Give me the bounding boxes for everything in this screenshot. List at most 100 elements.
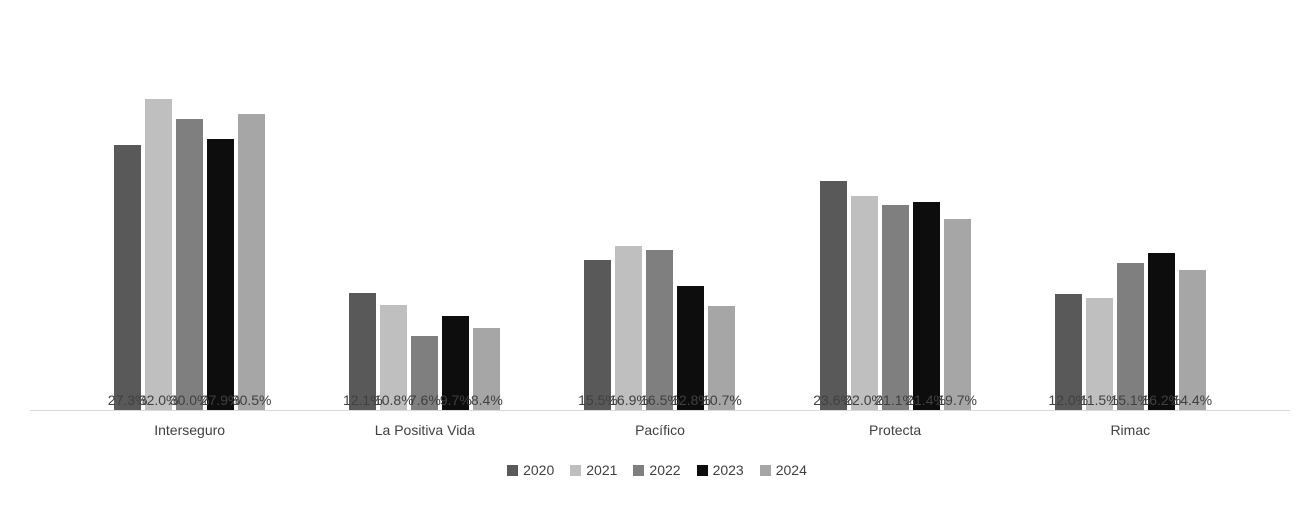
bar-wrap: 11.5% bbox=[1080, 80, 1119, 410]
bar-wrap: 23.6% bbox=[813, 80, 853, 410]
bar-wrap: 21.1% bbox=[875, 80, 915, 410]
bar-value-label: 22.0% bbox=[844, 392, 884, 408]
legend-swatch-icon bbox=[570, 464, 582, 476]
category-label: Protecta bbox=[869, 422, 922, 438]
bar-wrap: 16.2% bbox=[1141, 80, 1181, 410]
bar-value-label: 32.0% bbox=[138, 392, 179, 408]
bar-group-1: 12.1% 10.8% 7.6% 9.7% 8.4% La Positiva Vida bbox=[343, 80, 503, 438]
bar-wrap: 12.1% bbox=[343, 80, 383, 410]
bar-wrap: 15.1% bbox=[1110, 80, 1150, 410]
category-label: Pacífico bbox=[635, 422, 685, 438]
legend-item-2023: 2023 bbox=[696, 462, 744, 478]
bars-row: 15.5% 16.9% 16.5% 12.8% 10.7% bbox=[578, 80, 742, 410]
legend-label: 2020 bbox=[523, 462, 555, 478]
bar-series-2021 bbox=[145, 99, 173, 410]
bars-row: 23.6% 22.0% 21.1% 21.4% 19.7% bbox=[813, 80, 977, 410]
bar-value-label: 16.5% bbox=[640, 392, 680, 408]
bar-value-label: 15.5% bbox=[578, 392, 618, 408]
bar-series-2023 bbox=[912, 202, 940, 410]
legend-swatch-icon bbox=[696, 464, 708, 476]
bar-value-label: 11.5% bbox=[1079, 392, 1119, 408]
bar-value-label: 7.6% bbox=[408, 392, 441, 408]
legend-swatch-icon bbox=[633, 464, 645, 476]
bar-series-2020 bbox=[819, 181, 847, 410]
bar-value-label: 15.1% bbox=[1110, 392, 1151, 408]
category-label: Rimac bbox=[1110, 422, 1151, 438]
legend-item-2020: 2020 bbox=[507, 462, 554, 478]
bar-series-2023 bbox=[1147, 253, 1175, 410]
bar-wrap: 16.9% bbox=[609, 80, 649, 410]
bar-series-2021 bbox=[380, 305, 408, 410]
bar-value-label: 9.7% bbox=[439, 392, 472, 408]
bar-value-label: 27.3% bbox=[107, 392, 148, 408]
bar-value-label: 8.4% bbox=[470, 392, 503, 408]
bar-wrap: 22.0% bbox=[844, 80, 884, 410]
legend-swatch-icon bbox=[759, 464, 771, 476]
bar-series-2020 bbox=[349, 293, 377, 410]
bar-wrap: 14.4% bbox=[1172, 80, 1212, 410]
bar-series-2022 bbox=[881, 205, 909, 410]
bar-value-label: 12.0% bbox=[1048, 392, 1089, 408]
bar-value-label: 10.8% bbox=[373, 392, 414, 408]
bar-wrap: 27.9% bbox=[201, 80, 241, 410]
bar-series-2023 bbox=[207, 139, 235, 410]
bar-series-2020 bbox=[1054, 294, 1082, 410]
category-label: La Positiva Vida bbox=[374, 422, 475, 438]
legend-label: 2024 bbox=[775, 462, 807, 478]
bars-row: 12.0% 11.5% 15.1% 16.2% 14.4% bbox=[1048, 80, 1212, 410]
bar-group-4: 12.0% 11.5% 15.1% 16.2% 14.4% Rimac bbox=[1048, 80, 1212, 438]
bar-wrap: 16.5% bbox=[640, 80, 680, 410]
bar-value-label: 27.9% bbox=[200, 392, 241, 408]
bar-series-2024 bbox=[708, 306, 736, 410]
bar-series-2022 bbox=[646, 250, 674, 410]
bar-wrap: 12.8% bbox=[671, 80, 711, 410]
x-axis-line bbox=[30, 410, 1290, 411]
bar-value-label: 16.9% bbox=[609, 392, 649, 408]
bar-value-label: 12.1% bbox=[342, 392, 383, 408]
plot-area: 27.3% 32.0% 30.0% 27.9% 30.5% Interseguro 12.1… bbox=[30, 80, 1290, 438]
bar-value-label: 14.4% bbox=[1172, 392, 1213, 408]
bar-wrap: 8.4% bbox=[470, 80, 503, 410]
bar-wrap: 12.0% bbox=[1048, 80, 1088, 410]
bar-value-label: 19.7% bbox=[937, 392, 977, 408]
bar-value-label: 21.1% bbox=[875, 392, 915, 408]
bar-series-2023 bbox=[442, 316, 470, 410]
bar-group-2: 15.5% 16.9% 16.5% 12.8% 10.7% Pacífico bbox=[578, 80, 742, 438]
bar-series-2024 bbox=[238, 114, 266, 410]
bars-row: 27.3% 32.0% 30.0% 27.9% 30.5% bbox=[108, 80, 272, 410]
bar-series-2024 bbox=[473, 328, 501, 410]
bar-series-2020 bbox=[114, 145, 142, 410]
bar-series-2024 bbox=[1178, 270, 1206, 410]
bar-series-2021 bbox=[1085, 298, 1113, 410]
bar-value-label: 16.2% bbox=[1141, 392, 1182, 408]
bar-series-2021 bbox=[615, 246, 643, 410]
legend-swatch-icon bbox=[507, 464, 519, 476]
legend-label: 2022 bbox=[649, 462, 681, 478]
bars-row: 12.1% 10.8% 7.6% 9.7% 8.4% bbox=[343, 80, 503, 410]
bar-value-label: 10.7% bbox=[702, 392, 742, 408]
bar-wrap: 21.4% bbox=[906, 80, 946, 410]
bar-wrap: 10.8% bbox=[374, 80, 414, 410]
bar-value-label: 30.5% bbox=[231, 392, 272, 408]
bar-wrap: 30.0% bbox=[170, 80, 210, 410]
bar-wrap: 30.5% bbox=[232, 80, 272, 410]
bar-value-label: 23.6% bbox=[813, 392, 853, 408]
category-label: Interseguro bbox=[154, 422, 226, 438]
bar-series-2024 bbox=[943, 219, 971, 410]
bar-value-label: 21.4% bbox=[906, 392, 946, 408]
bar-wrap: 27.3% bbox=[108, 80, 148, 410]
bar-wrap: 10.7% bbox=[702, 80, 742, 410]
bar-series-2022 bbox=[1116, 263, 1144, 410]
bar-series-2022 bbox=[176, 119, 204, 410]
bar-series-2023 bbox=[677, 286, 705, 410]
bar-wrap: 7.6% bbox=[408, 80, 441, 410]
legend-label: 2021 bbox=[586, 462, 618, 478]
legend-item-2022: 2022 bbox=[633, 462, 681, 478]
bar-value-label: 30.0% bbox=[169, 392, 210, 408]
bar-wrap: 9.7% bbox=[439, 80, 472, 410]
bar-series-2022 bbox=[411, 336, 439, 410]
bar-value-label: 12.8% bbox=[671, 392, 711, 408]
bar-group-0: 27.3% 32.0% 30.0% 27.9% 30.5% Interseguro bbox=[108, 80, 272, 438]
legend-item-2024: 2024 bbox=[759, 462, 807, 478]
